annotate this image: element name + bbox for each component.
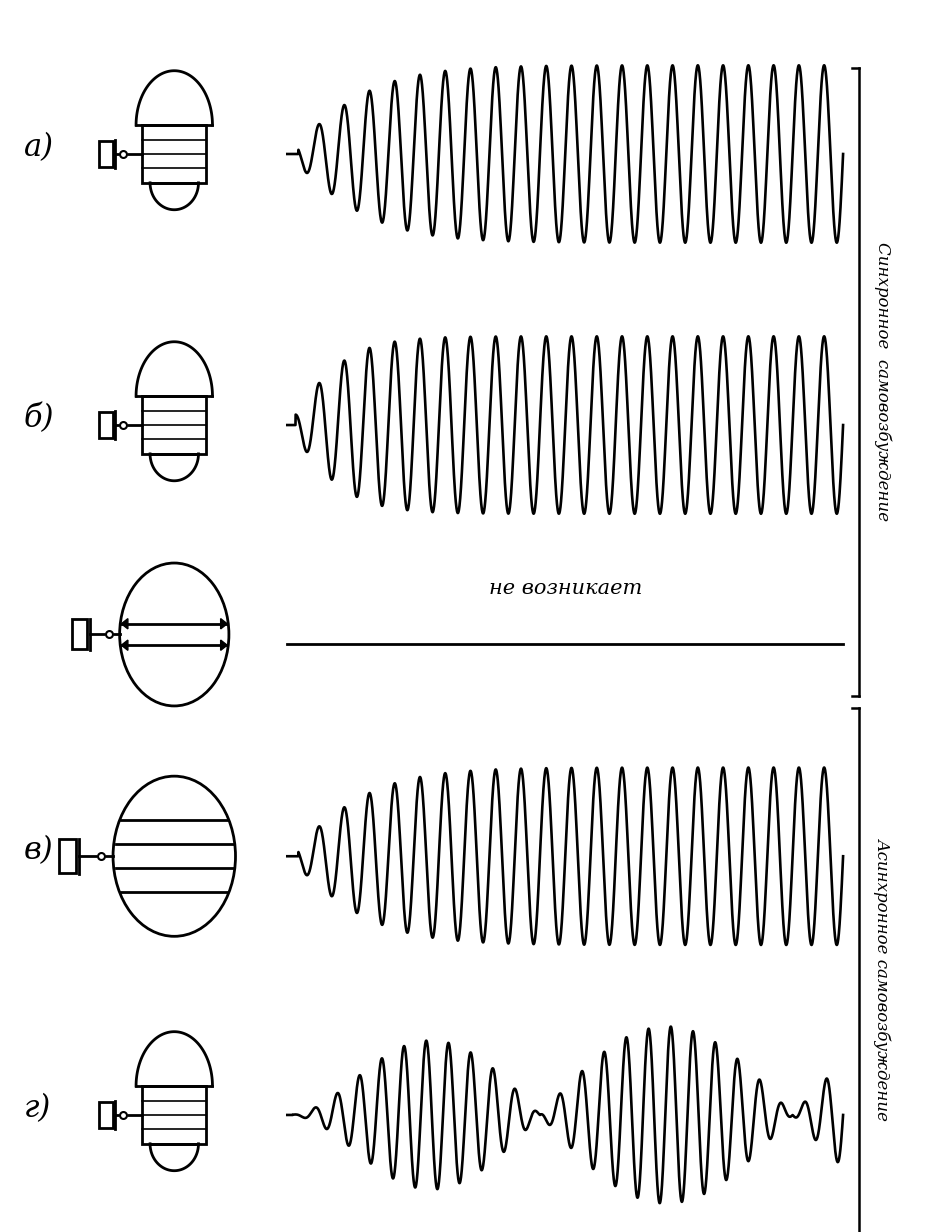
- Polygon shape: [220, 618, 227, 628]
- Polygon shape: [122, 641, 128, 650]
- Bar: [142, 397, 206, 453]
- Bar: [99, 411, 113, 439]
- Polygon shape: [220, 641, 227, 650]
- Text: в): в): [24, 834, 53, 866]
- Bar: [72, 620, 87, 649]
- Text: б): б): [24, 403, 54, 435]
- Bar: [99, 1101, 113, 1129]
- Text: а): а): [24, 132, 54, 164]
- Text: не возникает: не возникает: [489, 579, 642, 598]
- Bar: [99, 140, 113, 168]
- Text: г): г): [24, 1093, 51, 1125]
- Polygon shape: [122, 618, 128, 628]
- Bar: [59, 839, 76, 873]
- Text: Асинхронное самовозбуждение: Асинхронное самовозбуждение: [874, 838, 891, 1121]
- Bar: [142, 1087, 206, 1143]
- Text: Синхронное  самовозбуждение: Синхронное самовозбуждение: [874, 243, 891, 521]
- Bar: [142, 126, 206, 182]
